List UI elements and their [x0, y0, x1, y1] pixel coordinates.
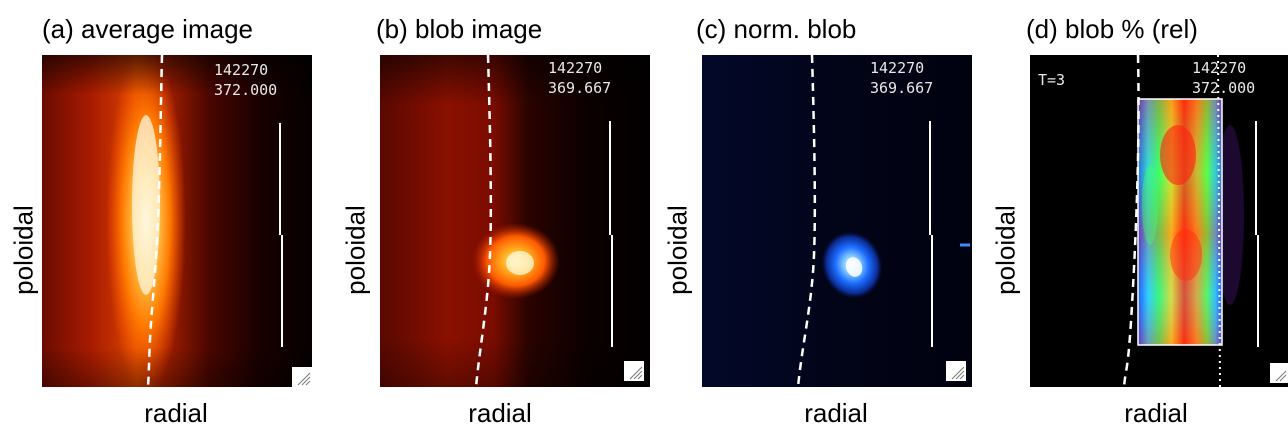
time-value: 372.000	[214, 81, 277, 99]
panel-a: (a) average image poloidal	[0, 0, 312, 431]
time-value: 372.000	[1192, 79, 1255, 97]
panel-d: (d) blob % (rel) poloidal	[980, 0, 1288, 431]
separatrix-line	[474, 55, 493, 387]
panel-d-image: T=3 142270 372.000	[1030, 55, 1288, 387]
panel-d-xlabel: radial	[1124, 398, 1188, 428]
separatrix-line	[1122, 55, 1140, 387]
panel-b-image: 142270 369.667	[380, 55, 650, 387]
panel-a-title: (a) average image	[42, 14, 253, 44]
separatrix-line	[796, 55, 817, 387]
time-value: 369.667	[870, 79, 933, 97]
shot-number: 142270	[214, 61, 268, 79]
panel-d-ylabel: poloidal	[990, 205, 1021, 295]
shot-number: 142270	[548, 59, 602, 77]
time-value: 369.667	[548, 79, 611, 97]
shot-number: 142270	[870, 59, 924, 77]
panel-b-title: (b) blob image	[376, 14, 543, 44]
panel-c: (c) norm. blob poloidal	[654, 0, 972, 431]
panel-a-image: 142270 372.000	[42, 55, 312, 387]
panel-b-ylabel: poloidal	[340, 205, 371, 295]
panel-c-title: (c) norm. blob	[696, 14, 857, 44]
shot-number: 142270	[1192, 59, 1246, 77]
panel-c-ylabel: poloidal	[662, 205, 693, 295]
panel-b-xlabel: radial	[468, 398, 532, 428]
panel-a-xlabel: radial	[144, 398, 208, 428]
panel-c-image: 142270 369.667	[702, 55, 972, 387]
panel-b: (b) blob image poloidal	[330, 0, 650, 431]
separatrix-line	[146, 55, 164, 387]
panel-d-title: (d) blob % (rel)	[1026, 14, 1198, 44]
panel-a-ylabel: poloidal	[8, 205, 39, 295]
panel-c-xlabel: radial	[804, 398, 868, 428]
frame-label: T=3	[1038, 71, 1065, 89]
